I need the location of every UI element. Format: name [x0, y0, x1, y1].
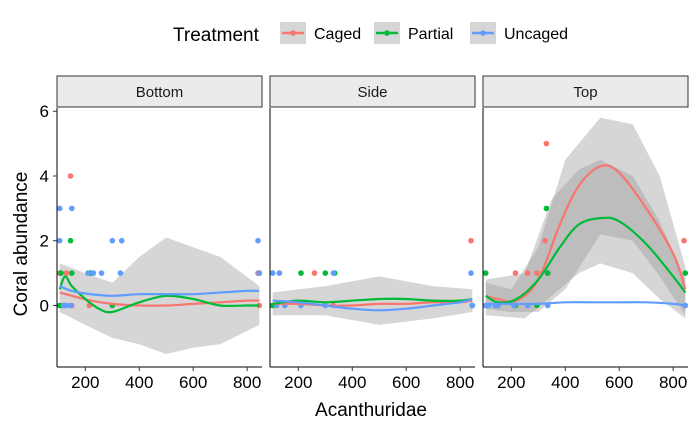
data-point-partial	[682, 270, 689, 276]
data-point-partial	[67, 237, 74, 244]
data-point-caged	[512, 270, 519, 276]
data-point-caged	[543, 140, 550, 147]
data-point-partial	[482, 270, 489, 276]
legend-item-uncaged: Uncaged	[470, 22, 568, 44]
legend-label: Caged	[314, 26, 361, 43]
facet-panel-top: Top 200 400 600 800	[482, 75, 689, 392]
legend: Treatment Caged Partial Uncaged	[173, 22, 568, 46]
data-point-uncaged	[256, 270, 263, 276]
fit-line-caged	[59, 291, 260, 307]
facet-strip	[269, 75, 476, 108]
data-point-partial	[298, 270, 304, 276]
data-point-partial	[544, 270, 551, 276]
data-point-partial	[56, 302, 63, 309]
legend-label: Partial	[408, 26, 453, 43]
x-tick-label: 200	[284, 373, 312, 392]
x-tick-label: 800	[446, 373, 474, 392]
data-point-caged	[542, 237, 548, 244]
x-tick-label: 400	[338, 373, 366, 392]
x-tick-label: 400	[125, 373, 153, 392]
fit-line-uncaged	[59, 285, 260, 297]
fit-line-partial	[485, 216, 687, 304]
data-point-uncaged	[98, 270, 105, 276]
y-tick-label: 6	[40, 102, 49, 121]
y-tick-label: 0	[40, 296, 49, 315]
data-point-uncaged	[56, 205, 63, 212]
facet-panel-side: Side 200 400 600 800	[269, 75, 476, 392]
facet-strip	[56, 75, 263, 108]
fit-line-uncaged	[485, 301, 686, 307]
x-tick-label: 600	[392, 373, 420, 392]
data-point-uncaged	[90, 270, 97, 276]
legend-label: Uncaged	[504, 26, 568, 43]
x-tick-label: 400	[551, 373, 579, 392]
x-tick-label: 800	[233, 373, 261, 392]
data-point-caged	[63, 270, 70, 276]
y-axis-label: Coral abundance	[11, 172, 32, 317]
data-point-uncaged	[118, 237, 125, 244]
legend-key-point	[290, 30, 296, 36]
x-tick-label: 200	[497, 373, 525, 392]
data-point-uncaged	[330, 270, 337, 276]
y-tick-label: 4	[40, 167, 49, 186]
data-point-caged	[524, 270, 531, 276]
data-point-caged	[681, 237, 687, 244]
data-point-uncaged	[109, 237, 116, 244]
data-point-partial	[543, 205, 550, 212]
data-point-uncaged	[67, 302, 74, 309]
data-point-uncaged	[469, 302, 476, 309]
x-tick-label: 600	[605, 373, 633, 392]
y-tick-label: 2	[40, 232, 49, 251]
x-tick-label: 200	[71, 373, 99, 392]
data-point-uncaged	[85, 270, 91, 276]
data-point-uncaged	[56, 237, 63, 244]
fit-line-uncaged	[272, 297, 473, 312]
data-point-partial	[69, 270, 75, 276]
legend-title: Treatment	[173, 25, 260, 46]
data-point-partial	[322, 270, 329, 276]
data-point-partial	[58, 270, 64, 276]
x-tick-label: 800	[659, 373, 687, 392]
confidence-band-partial	[272, 276, 473, 325]
x-axis-label: Acanthuridae	[315, 400, 427, 421]
facet-strip-label: Side	[357, 84, 387, 101]
fit-line-partial	[58, 275, 260, 314]
data-point-uncaged	[269, 270, 276, 276]
data-point-caged	[534, 270, 540, 276]
data-point-uncaged	[63, 302, 70, 309]
facet-panel-bottom: Bottom 200 400 600 800 0 2 4 6	[40, 75, 263, 392]
data-point-uncaged	[468, 270, 474, 276]
data-point-uncaged	[255, 237, 261, 244]
legend-key-point	[480, 30, 486, 36]
data-point-uncaged	[117, 270, 124, 276]
legend-item-partial: Partial	[374, 22, 453, 44]
confidence-band-caged	[485, 117, 686, 316]
data-point-uncaged	[276, 270, 283, 276]
x-tick-label: 600	[179, 373, 207, 392]
data-point-uncaged	[69, 205, 75, 212]
legend-item-caged: Caged	[280, 22, 361, 44]
confidence-band-partial	[485, 159, 686, 319]
legend-key-point	[384, 30, 390, 36]
data-point-caged	[468, 237, 474, 244]
data-point-caged	[67, 173, 74, 179]
data-point-caged	[311, 270, 318, 276]
facet-strip-label: Bottom	[136, 84, 184, 101]
facet-strip-label: Top	[573, 84, 597, 101]
fit-line-partial	[272, 297, 473, 305]
facet-strip	[482, 75, 689, 108]
